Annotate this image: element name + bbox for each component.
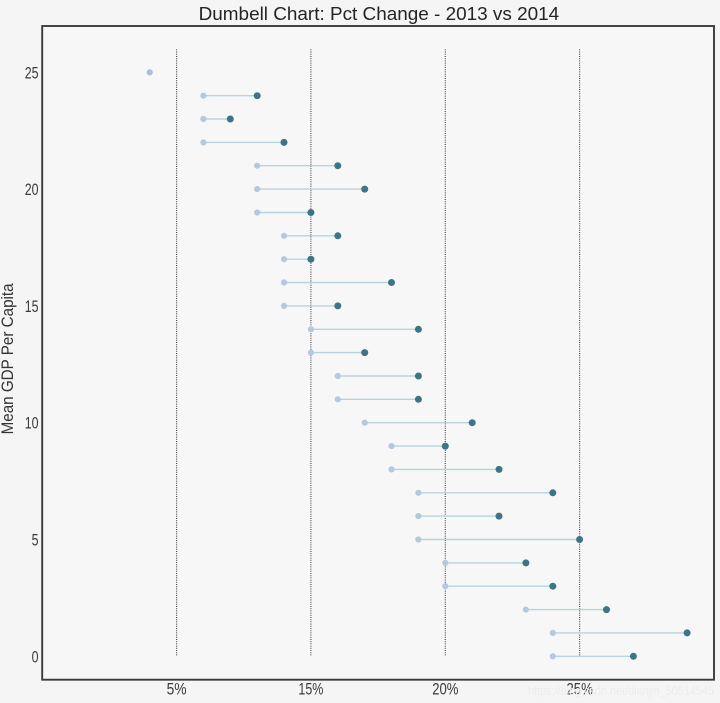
svg-text:25%: 25%	[566, 679, 593, 698]
svg-text:15%: 15%	[298, 679, 323, 698]
svg-text:20%: 20%	[432, 679, 458, 698]
svg-text:Mean GDP Per Capita: Mean GDP Per Capita	[0, 283, 17, 435]
svg-text:https://blog.csdn.net/dianjin_: https://blog.csdn.net/dianjin_50514545	[528, 683, 714, 698]
svg-text:25: 25	[25, 64, 39, 82]
svg-text:20: 20	[25, 181, 39, 199]
svg-text:5%: 5%	[167, 679, 187, 698]
svg-text:10: 10	[25, 415, 39, 433]
svg-text:15: 15	[25, 298, 39, 316]
svg-text:Dumbell Chart: Pct Change - 20: Dumbell Chart: Pct Change - 2013 vs 2014	[199, 3, 560, 24]
svg-text:5: 5	[32, 532, 39, 550]
svg-text:0: 0	[32, 648, 39, 666]
